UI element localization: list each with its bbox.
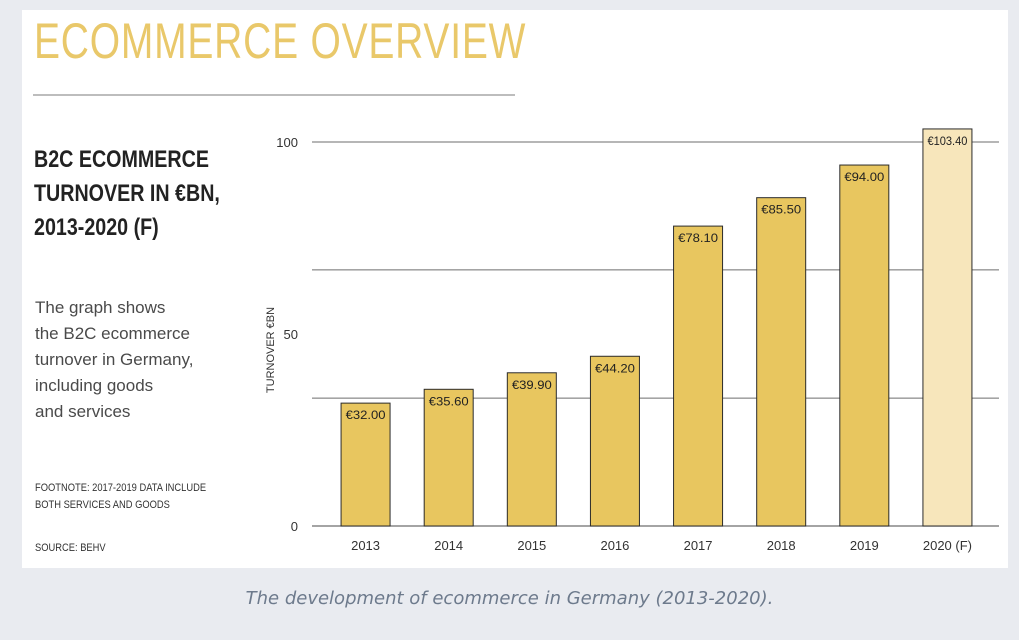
- bar-value-label: €94.00: [844, 170, 884, 184]
- footnote-line: FOOTNOTE: 2017-2019 DATA INCLUDE: [35, 482, 207, 494]
- footnote: FOOTNOTE: 2017-2019 DATA INCLUDE BOTH SE…: [35, 480, 256, 514]
- bar-value-label: €44.20: [595, 361, 635, 375]
- y-tick-label: 50: [284, 327, 298, 342]
- description-line: turnover in Germany,: [35, 350, 194, 369]
- chart-description: The graph shows the B2C ecommerce turnov…: [35, 295, 255, 425]
- chart-heading-line: B2C ECOMMERCE: [34, 146, 209, 173]
- bar-2013: [340, 402, 391, 527]
- x-tick-label: 2016: [600, 538, 629, 553]
- description-line: the B2C ecommerce: [35, 324, 190, 343]
- footnote-line: BOTH SERVICES AND GOODS: [35, 499, 170, 511]
- x-tick-label: 2014: [434, 538, 463, 553]
- y-tick-label: 0: [291, 519, 298, 534]
- x-tick-label: 2017: [684, 538, 713, 553]
- bar-value-label: €78.10: [678, 231, 718, 245]
- x-tick-label: 2019: [850, 538, 879, 553]
- description-line: The graph shows: [35, 298, 166, 317]
- bar-value-label: €35.60: [429, 394, 469, 408]
- y-tick-label: 100: [276, 135, 298, 150]
- chart-heading-line: 2013-2020 (F): [34, 214, 159, 241]
- bar-2014: [423, 388, 474, 527]
- bar-2019: [839, 164, 890, 527]
- source-note: SOURCE: BEHV: [35, 542, 106, 554]
- bar-2016: [589, 355, 640, 527]
- bar-chart: 0 50 100 TURNOVER €BN €32.00 2013 €35.60 2014 €3…: [265, 128, 999, 553]
- description-line: and services: [35, 402, 131, 421]
- bar-value-label: €103.40: [927, 134, 967, 148]
- x-tick-label: 2018: [767, 538, 796, 553]
- bar-value-label: €32.00: [346, 408, 386, 422]
- chart-heading-line: TURNOVER IN €BN,: [34, 180, 220, 207]
- bar-2015: [506, 372, 557, 527]
- x-tick-label: 2015: [517, 538, 546, 553]
- x-tick-label: 2013: [351, 538, 380, 553]
- title-divider: [33, 94, 515, 96]
- bar-value-label: €85.50: [761, 203, 801, 217]
- main-title: ECOMMERCE OVERVIEW: [34, 13, 527, 69]
- chart-heading: B2C ECOMMERCE TURNOVER IN €BN, 2013-2020…: [34, 143, 231, 245]
- bar-2017: [673, 225, 724, 527]
- bar-value-label: €39.90: [512, 378, 552, 392]
- bar-2018: [756, 197, 807, 527]
- bar-2020 (F): [922, 128, 973, 527]
- y-axis-label: TURNOVER €BN: [265, 307, 277, 393]
- infographic-card: ECOMMERCE OVERVIEW B2C ECOMMERCE TURNOVE…: [22, 10, 1008, 568]
- x-tick-label: 2020 (F): [923, 538, 972, 553]
- description-line: including goods: [35, 376, 154, 395]
- image-caption: The development of ecommerce in Germany …: [245, 588, 774, 609]
